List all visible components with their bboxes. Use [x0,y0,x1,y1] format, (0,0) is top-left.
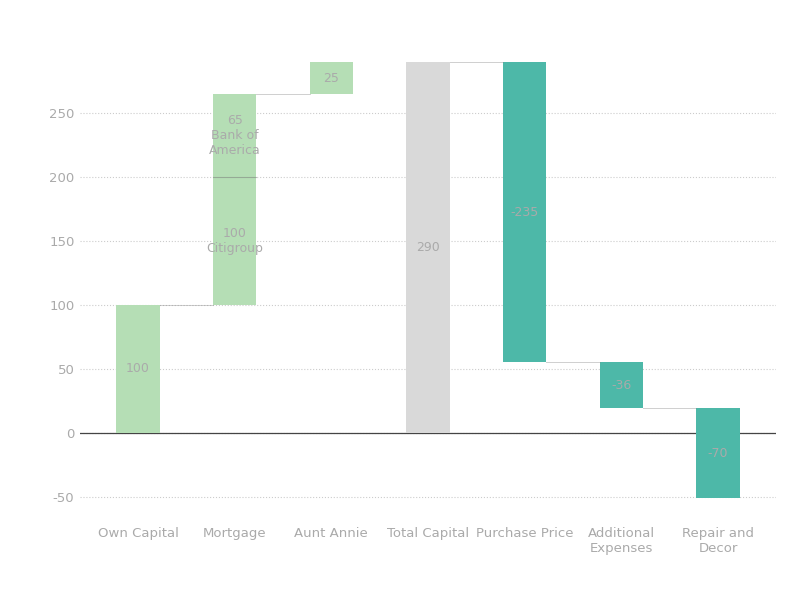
Bar [406,62,450,433]
Bar [503,62,546,362]
Bar [116,305,160,433]
Text: -36: -36 [611,379,631,392]
Bar [696,409,740,498]
Bar [310,62,353,94]
Text: 65
Bank of
America: 65 Bank of America [209,115,261,157]
Text: 100: 100 [126,362,150,376]
Bar [213,94,257,305]
Text: 25: 25 [323,72,339,85]
Text: 100
Citigroup: 100 Citigroup [206,227,263,255]
Text: -235: -235 [510,206,538,219]
Text: 290: 290 [416,241,440,254]
Bar [599,362,643,409]
Text: -70: -70 [708,447,728,460]
